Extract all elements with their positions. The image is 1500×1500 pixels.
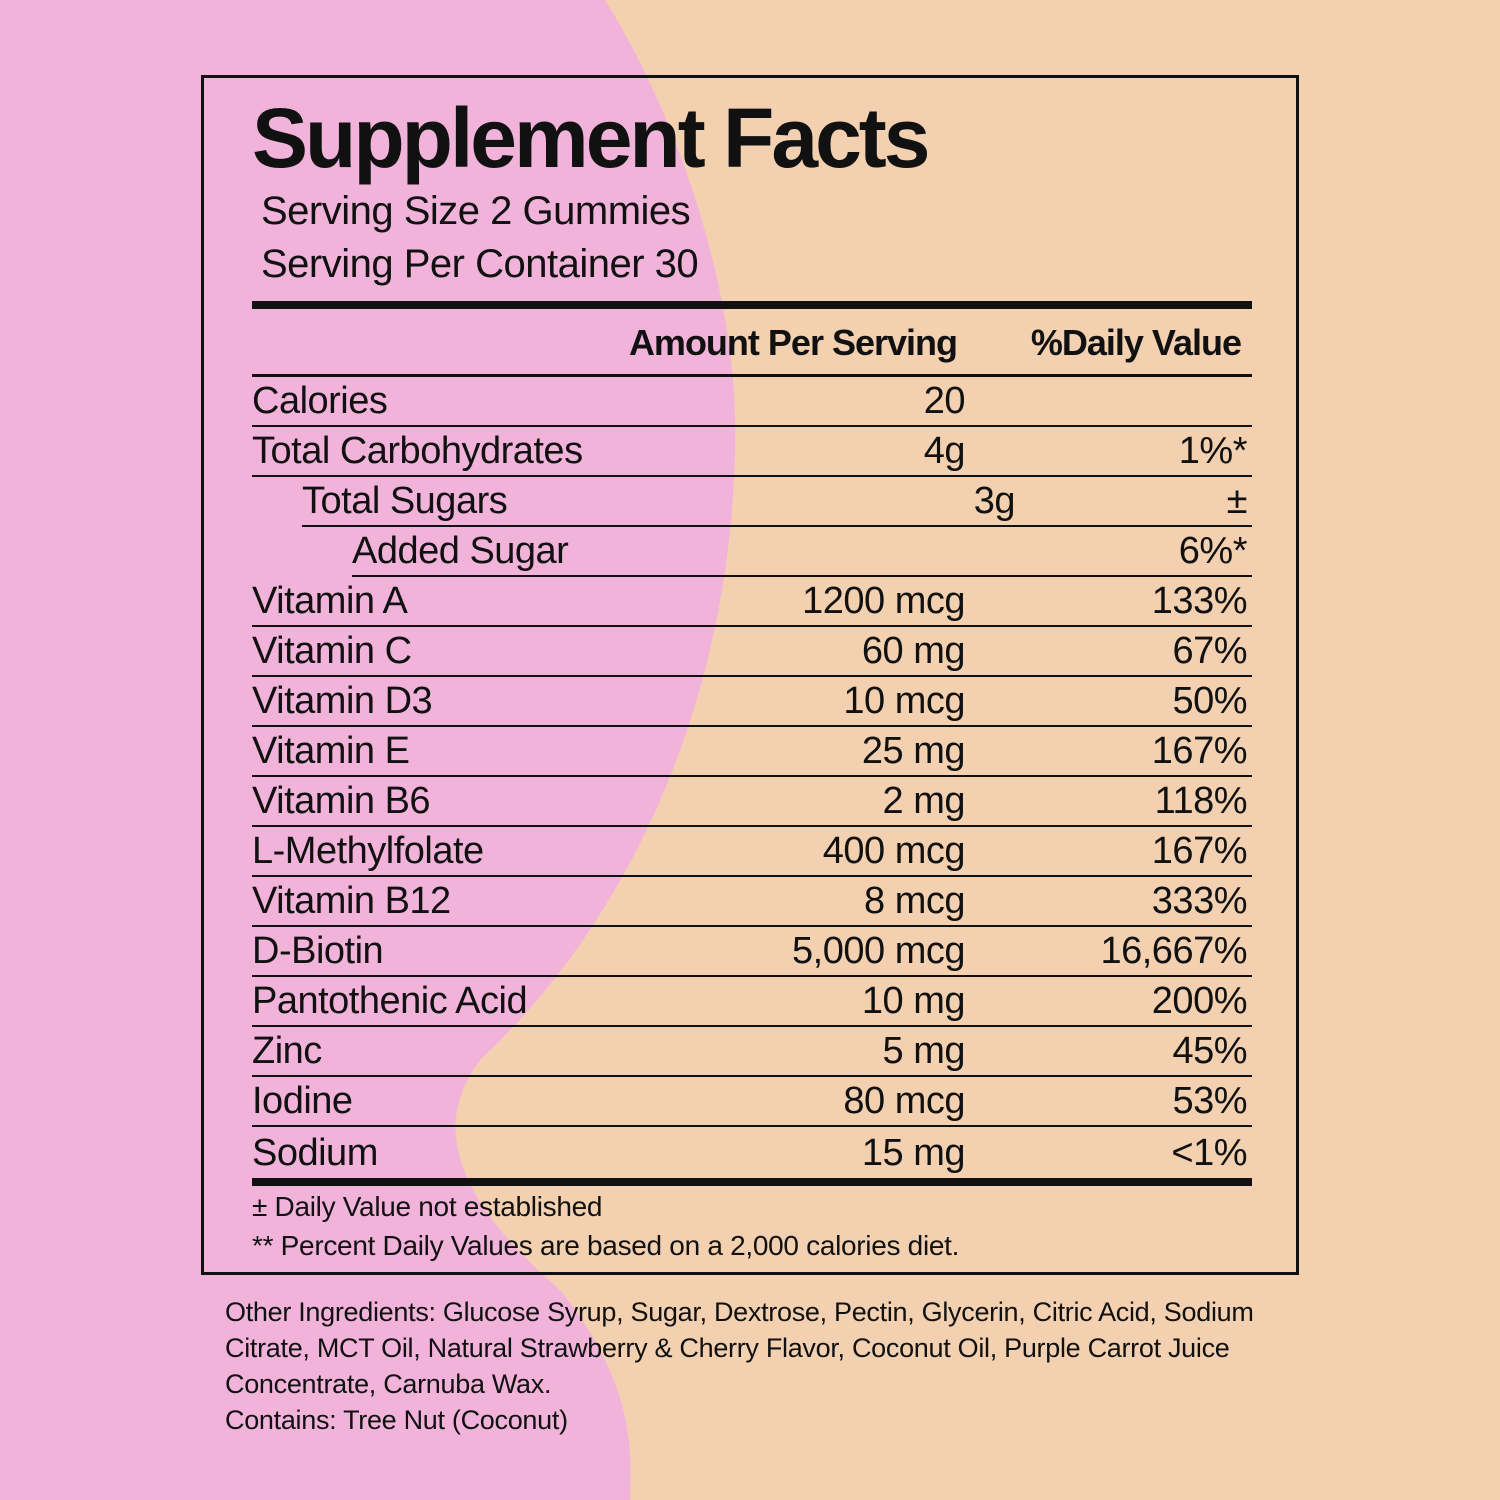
nutrient-amount: 60 mg	[861, 630, 966, 672]
nutrient-amount: 1200 mcg	[802, 580, 965, 622]
panel-title: Supplement Facts	[252, 91, 930, 185]
nutrient-amount: 4g	[923, 430, 966, 472]
nutrient-name: Sodium	[252, 1132, 378, 1174]
nutrient-daily-value: 200%	[1151, 980, 1248, 1022]
nutrient-daily-value: 167%	[1151, 830, 1248, 872]
servings-per-container: Serving Per Container 30	[261, 242, 699, 286]
nutrient-row-zinc: Zinc 5 mg 45%	[252, 1027, 1252, 1077]
footnote-daily-values-basis: ** Percent Daily Values are based on a 2…	[252, 1230, 960, 1261]
ingredients-block: Other Ingredients: Glucose Syrup, Sugar,…	[225, 1294, 1265, 1438]
nutrient-row-added-sugar: Added Sugar 6%*	[352, 527, 1252, 577]
nutrient-name: Vitamin D3	[252, 680, 433, 722]
nutrient-row-sodium: Sodium 15 mg <1%	[252, 1127, 1252, 1177]
nutrient-amount: 20	[923, 380, 966, 422]
nutrient-name: Vitamin C	[252, 630, 412, 672]
nutrient-daily-value: 50%	[1172, 680, 1247, 722]
nutrient-row-vitamin-e: Vitamin E 25 mg 167%	[252, 727, 1252, 777]
nutrient-name: Iodine	[252, 1080, 353, 1122]
nutrient-name: Vitamin B12	[252, 880, 451, 922]
nutrient-name: Total Sugars	[302, 480, 508, 522]
thick-divider-bottom	[252, 1178, 1252, 1186]
nutrient-daily-value: 53%	[1172, 1080, 1247, 1122]
nutrient-daily-value: 118%	[1154, 780, 1248, 822]
nutrient-amount: 5 mg	[882, 1030, 966, 1072]
nutrient-name: L-Methylfolate	[252, 830, 484, 872]
nutrient-row-d-biotin: D-Biotin 5,000 mcg 16,667%	[252, 927, 1252, 977]
other-ingredients-text: Other Ingredients: Glucose Syrup, Sugar,…	[225, 1297, 1254, 1399]
nutrient-daily-value: 45%	[1172, 1030, 1247, 1072]
nutrient-amount: 8 mcg	[864, 880, 965, 922]
nutrient-name: Total Carbohydrates	[252, 430, 583, 472]
nutrient-name: D-Biotin	[252, 930, 384, 972]
nutrient-name: Vitamin E	[252, 730, 410, 772]
nutrient-name: Vitamin B6	[252, 780, 431, 822]
nutrient-row-total-sugars: Total Sugars 3g ±	[302, 477, 1252, 527]
nutrient-row-vitamin-c: Vitamin C 60 mg 67%	[252, 627, 1252, 677]
nutrient-row-iodine: Iodine 80 mcg 53%	[252, 1077, 1252, 1127]
supplement-facts-panel: Supplement Facts Serving Size 2 Gummies …	[201, 75, 1299, 1275]
thick-divider-top	[252, 301, 1252, 309]
daily-value-header: %Daily Value	[1030, 322, 1242, 363]
footnote-dv-not-established: ± Daily Value not established	[252, 1191, 603, 1222]
nutrient-row-l-methylfolate: L-Methylfolate 400 mcg 167%	[252, 827, 1252, 877]
nutrient-amount: 10 mg	[861, 980, 966, 1022]
nutrient-amount: 10 mcg	[843, 680, 965, 722]
nutrient-amount: 3g	[973, 480, 1016, 522]
nutrient-row-vitamin-b6: Vitamin B6 2 mg 118%	[252, 777, 1252, 827]
allergen-contains-text: Contains: Tree Nut (Coconut)	[225, 1405, 568, 1435]
nutrient-amount: 5,000 mcg	[792, 930, 965, 972]
nutrient-row-vitamin-d3: Vitamin D3 10 mcg 50%	[252, 677, 1252, 727]
nutrient-daily-value: 133%	[1151, 580, 1248, 622]
nutrient-row-calories: Calories 20	[252, 377, 1252, 427]
nutrient-amount: 400 mcg	[822, 830, 966, 872]
nutrient-daily-value: ±	[1226, 480, 1248, 522]
nutrient-name: Zinc	[252, 1030, 322, 1072]
nutrient-amount: 2 mg	[882, 780, 966, 822]
amount-per-serving-header: Amount Per Serving	[628, 322, 958, 363]
nutrient-name: Calories	[252, 380, 388, 422]
nutrient-row-pantothenic-acid: Pantothenic Acid 10 mg 200%	[252, 977, 1252, 1027]
nutrient-daily-value: 6%*	[1178, 530, 1248, 572]
nutrient-rows: Calories 20 Total Carbohydrates 4g 1%* T…	[252, 377, 1252, 1177]
nutrient-name: Added Sugar	[352, 530, 569, 572]
nutrient-daily-value: 333%	[1151, 880, 1248, 922]
header-divider	[252, 374, 1252, 377]
nutrient-daily-value: 1%*	[1178, 430, 1248, 472]
nutrient-name: Pantothenic Acid	[252, 980, 528, 1022]
nutrient-amount: 80 mcg	[843, 1080, 965, 1122]
nutrient-daily-value: 16,667%	[1100, 930, 1247, 972]
nutrient-amount: 25 mg	[861, 730, 966, 772]
nutrient-daily-value: <1%	[1171, 1132, 1247, 1174]
nutrient-daily-value: 167%	[1151, 730, 1248, 772]
nutrient-row-vitamin-a: Vitamin A 1200 mcg 133%	[252, 577, 1252, 627]
nutrient-row-total-carbohydrates: Total Carbohydrates 4g 1%*	[252, 427, 1252, 477]
serving-size: Serving Size 2 Gummies	[261, 189, 691, 233]
nutrient-amount: 15 mg	[861, 1132, 966, 1174]
nutrient-row-vitamin-b12: Vitamin B12 8 mcg 333%	[252, 877, 1252, 927]
nutrient-daily-value: 67%	[1172, 630, 1247, 672]
nutrient-name: Vitamin A	[252, 580, 408, 622]
